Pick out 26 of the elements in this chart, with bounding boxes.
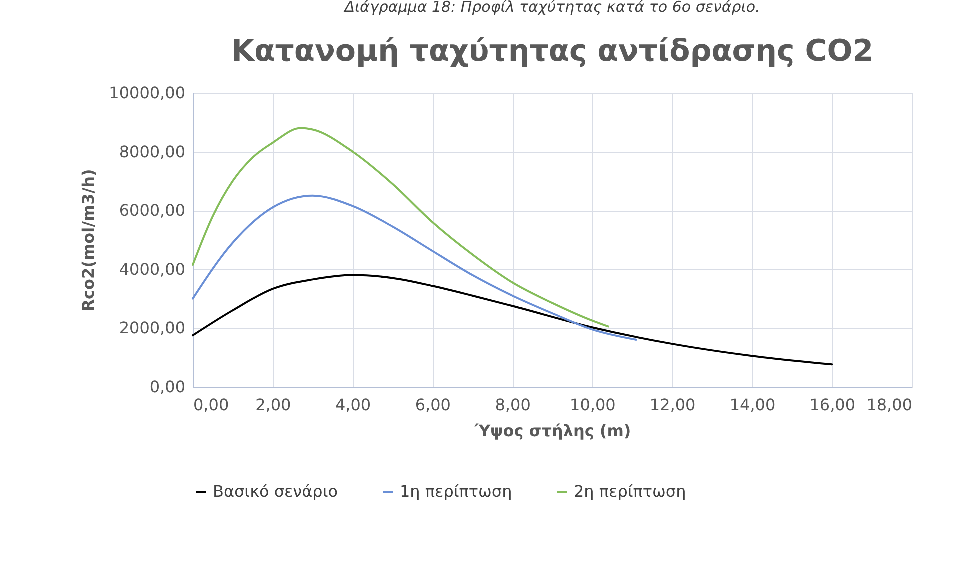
line-series: [192, 127, 610, 328]
x-tick-label: 0,00: [194, 396, 230, 414]
y-tick-label: 0,00: [150, 378, 186, 396]
y-tick-label: 6000,00: [119, 201, 186, 220]
x-tick-label: 4,00: [335, 396, 372, 414]
x-axis-title: Ύψος στήλης (m): [474, 422, 632, 440]
y-tick-label: 4000,00: [119, 260, 186, 279]
x-tick-label: 2,00: [256, 396, 292, 414]
y-tick-label: 10000,00: [109, 84, 186, 102]
x-tick-label: 18,00: [866, 396, 912, 414]
legend-label: Βασικό σενάριο: [213, 482, 338, 501]
x-tick-label: 14,00: [730, 396, 776, 414]
y-tick-label: 8000,00: [119, 142, 186, 162]
x-tick-label: 8,00: [495, 396, 531, 414]
x-tick-label: 10,00: [570, 396, 616, 414]
chart-title: Κατανομή ταχύτητας αντίδρασης CO2: [231, 34, 874, 69]
x-tick-label: 12,00: [650, 396, 696, 414]
legend-label: 2η περίπτωση: [574, 482, 686, 501]
line-series: [192, 194, 638, 341]
y-tick-label: 2000,00: [119, 318, 186, 338]
legend-label: 1η περίπτωση: [400, 482, 512, 501]
text: Διάγραμμα 18: Προφίλ ταχύτητας κατά το 6ο σενάριο.: [344, 0, 760, 16]
x-tick-label: 16,00: [810, 396, 856, 414]
x-tick-label: 6,00: [415, 396, 451, 414]
line-series: [192, 274, 834, 366]
y-axis-title: Rco2(mol/m3/h): [79, 169, 98, 312]
